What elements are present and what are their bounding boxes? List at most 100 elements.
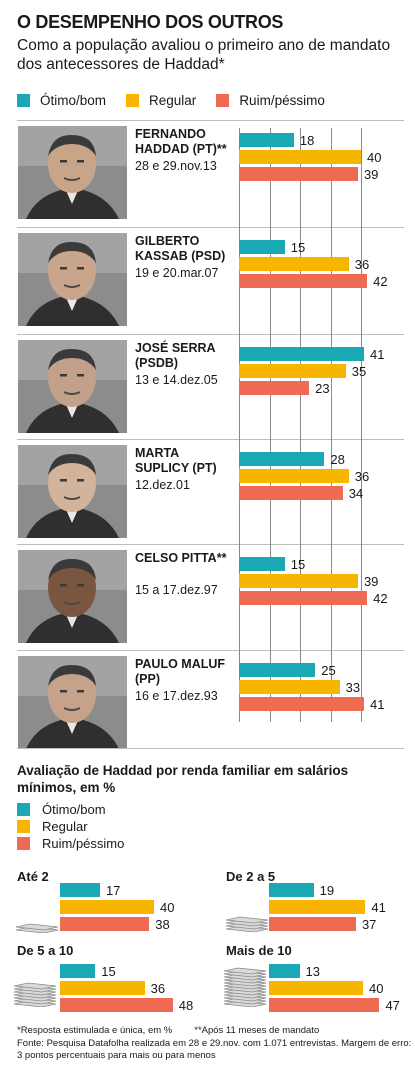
income-legend-otimo: Ótimo/bom — [17, 801, 106, 817]
bar-serra-ruim — [239, 381, 310, 395]
separator-line-bottom — [17, 748, 404, 749]
mayor-name-kassab: GILBERTO KASSAB (PSD) — [135, 234, 226, 263]
legend-label-regular: Regular — [149, 92, 197, 108]
mayor-name-serra: JOSÉ SERRA (PSDB) — [135, 341, 216, 370]
legend: Ótimo/bom Regular Ruim/péssimo — [17, 90, 345, 110]
value-label-kassab-regular: 36 — [354, 257, 370, 272]
gridline-20 — [300, 128, 301, 722]
mayor-name-maluf: PAULO MALUF (PP) — [135, 657, 226, 686]
coin-stack-icon — [224, 914, 270, 933]
value-label-haddad-regular: 40 — [367, 150, 382, 165]
income-value-label-mais-de-10-otimo: 13 — [305, 964, 321, 979]
income-legend-ruim: Ruim/péssimo — [17, 835, 124, 851]
bar-maluf-ruim — [239, 697, 365, 711]
mayor-date-marta: 12.dez.01 — [135, 478, 190, 492]
serra-photo — [18, 340, 127, 433]
separator-line — [17, 439, 404, 440]
coin-stack-icon — [14, 920, 60, 934]
gridline-30 — [330, 128, 332, 722]
income-legend-swatch-otimo — [17, 802, 30, 816]
value-label-maluf-otimo: 25 — [321, 663, 336, 678]
bar-marta-otimo — [239, 452, 325, 466]
chart-subtitle: Como a população avaliou o primeiro ano … — [17, 37, 391, 73]
separator-line — [17, 544, 404, 545]
legend-swatch-regular — [126, 93, 140, 107]
footnote-1: *Resposta estimulada e única, em % — [17, 1025, 173, 1036]
income-group-title-de-5-a-10: De 5 a 10 — [17, 943, 74, 958]
income-bar-mais-de-10-otimo — [269, 964, 300, 978]
bar-pitta-otimo — [239, 557, 285, 571]
source-note: Fonte: Pesquisa Datafolha realizada em 2… — [17, 1038, 412, 1061]
bar-serra-regular — [239, 364, 346, 378]
mayor-name-marta: MARTA SUPLICY (PT) — [135, 446, 217, 475]
value-label-marta-otimo: 28 — [330, 452, 345, 467]
mayor-name-pitta: CELSO PITTA** — [135, 551, 227, 565]
value-label-kassab-ruim: 42 — [373, 274, 388, 289]
bar-marta-ruim — [239, 486, 343, 500]
bar-haddad-ruim — [239, 167, 358, 181]
bar-maluf-otimo — [239, 663, 316, 677]
income-value-label-de-5-a-10-otimo: 15 — [101, 964, 116, 979]
mayor-date-serra: 13 e 14.dez.05 — [135, 373, 218, 387]
coin-stack-icon — [222, 965, 268, 1008]
income-bar-de-5-a-10-regular — [60, 981, 145, 995]
separator-line — [17, 650, 404, 651]
income-bar-ate-2-ruim — [60, 917, 150, 931]
legend-swatch-ruim — [216, 93, 230, 107]
marta-photo — [18, 445, 127, 538]
legend-swatch-otimo — [17, 93, 30, 107]
income-value-label-ate-2-regular: 40 — [160, 900, 175, 915]
footnote-2: **Após 11 meses de mandato — [194, 1025, 320, 1036]
income-legend-label-ruim: Ruim/péssimo — [42, 835, 125, 851]
income-group-title-de-2-a-5: De 2 a 5 — [226, 869, 276, 884]
value-label-pitta-regular: 39 — [363, 574, 379, 589]
bar-haddad-otimo — [239, 133, 294, 147]
bar-maluf-regular — [239, 680, 340, 694]
bar-pitta-regular — [239, 574, 358, 588]
bar-haddad-regular — [239, 150, 361, 164]
income-bar-ate-2-regular — [60, 900, 154, 914]
value-label-pitta-ruim: 42 — [373, 591, 388, 606]
bar-kassab-otimo — [239, 240, 285, 254]
income-group-title-ate-2: Até 2 — [17, 869, 49, 884]
income-legend-swatch-ruim — [17, 836, 30, 850]
income-value-label-mais-de-10-regular: 40 — [369, 981, 384, 996]
income-value-label-ate-2-otimo: 17 — [105, 883, 121, 898]
value-label-maluf-ruim: 41 — [370, 697, 385, 712]
income-value-label-de-2-a-5-regular: 41 — [371, 900, 386, 915]
income-value-label-de-2-a-5-ruim: 37 — [361, 917, 377, 932]
mayor-name-haddad: FERNANDO HADDAD (PT)** — [135, 127, 227, 156]
mayor-date-pitta: 15 a 17.dez.97 — [135, 583, 218, 597]
legend-item-regular: Regular — [126, 93, 196, 108]
income-legend-regular: Regular — [17, 818, 88, 834]
coin-stack-icon — [12, 980, 58, 1008]
bar-kassab-regular — [239, 257, 349, 271]
value-label-haddad-otimo: 18 — [299, 133, 315, 148]
income-bar-de-2-a-5-otimo — [269, 883, 314, 897]
income-group-title-mais-de-10: Mais de 10 — [226, 943, 292, 958]
income-bar-de-5-a-10-otimo — [60, 964, 96, 978]
haddad-photo — [18, 126, 127, 219]
chart-title: O DESEMPENHO DOS OUTROS — [17, 12, 284, 32]
value-label-kassab-otimo: 15 — [290, 240, 306, 255]
value-label-haddad-ruim: 39 — [363, 167, 379, 182]
separator-line — [17, 227, 404, 228]
kassab-photo — [18, 233, 127, 326]
legend-label-ruim: Ruim/péssimo — [239, 92, 325, 108]
value-label-serra-ruim: 23 — [315, 381, 330, 396]
income-value-label-mais-de-10-ruim: 47 — [385, 998, 400, 1013]
legend-item-ruim: Ruim/péssimo — [216, 93, 325, 108]
gridline-40 — [361, 128, 362, 722]
income-bar-de-2-a-5-ruim — [269, 917, 356, 931]
value-label-pitta-otimo: 15 — [290, 557, 306, 572]
value-label-marta-ruim: 34 — [348, 486, 364, 501]
value-label-maluf-regular: 33 — [345, 680, 361, 695]
maluf-photo — [18, 656, 127, 749]
income-bar-ate-2-otimo — [60, 883, 100, 897]
value-label-marta-regular: 36 — [354, 469, 370, 484]
mayor-date-kassab: 19 e 20.mar.07 — [135, 266, 219, 280]
income-legend-label-regular: Regular — [42, 818, 88, 834]
income-value-label-ate-2-ruim: 38 — [155, 917, 170, 932]
pitta-photo — [18, 550, 127, 643]
income-value-label-de-5-a-10-ruim: 48 — [178, 998, 194, 1013]
